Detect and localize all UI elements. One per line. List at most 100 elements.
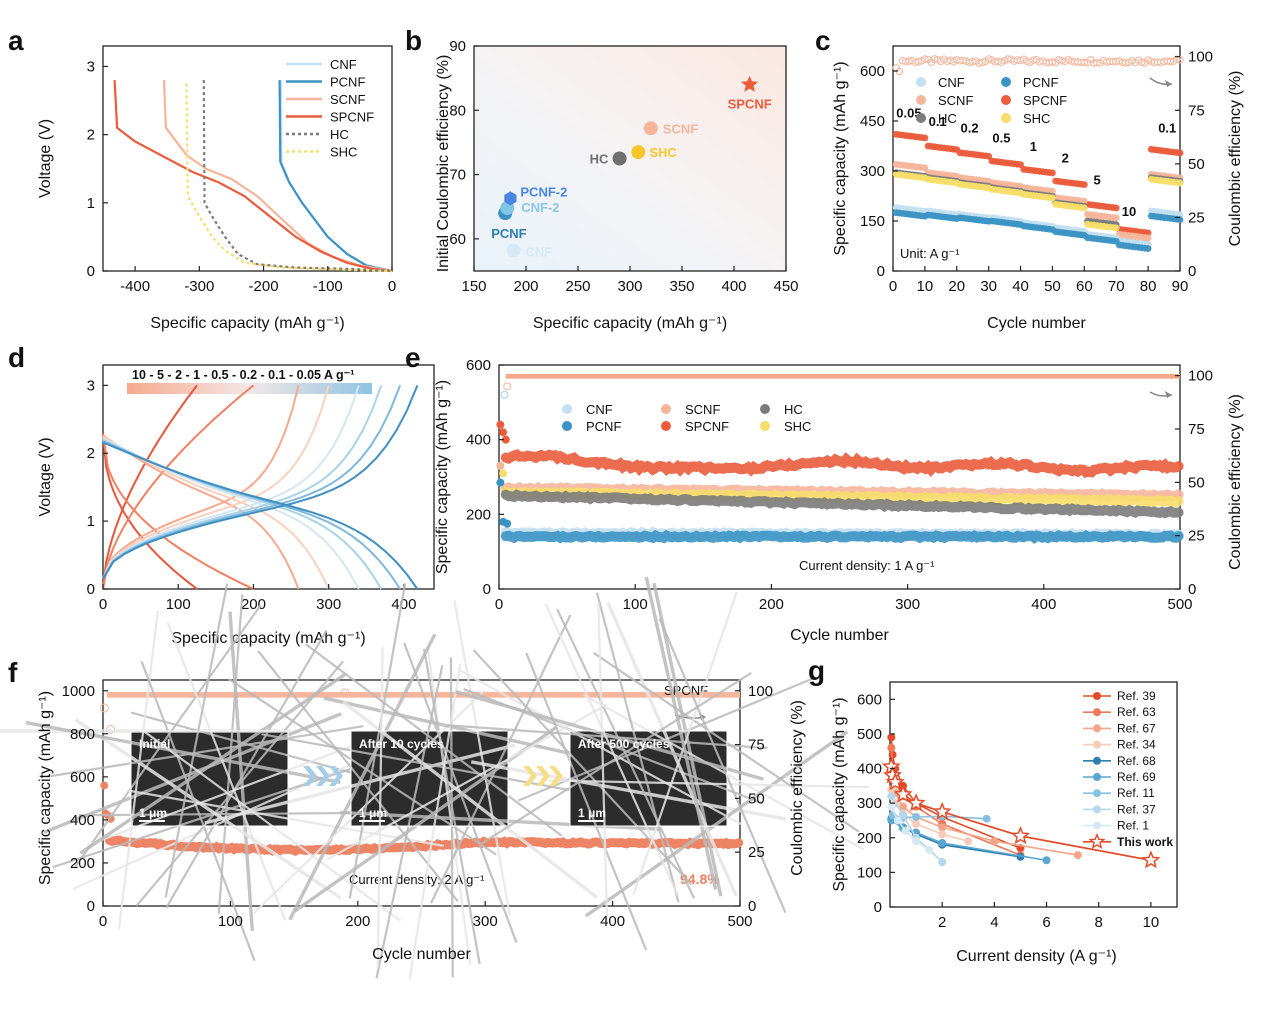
charge-curve: [102, 385, 300, 580]
data-label-SPCNF: SPCNF: [728, 97, 772, 112]
ce-band: [505, 373, 1180, 379]
y-tick-label: 1: [87, 195, 95, 212]
y-tick-label: 0: [87, 898, 95, 915]
y-tick-label: 3: [87, 58, 95, 75]
legend-label: HC: [938, 111, 957, 126]
panel-a: -400 -300 -200 -100 0 0 1 2 3 Specific capacity (…: [37, 45, 396, 332]
x-tick-label: 400: [600, 913, 625, 930]
rate-label: 0.5: [992, 131, 1010, 146]
legend-swatch-PCNF: [1001, 77, 1011, 87]
x-tick-label: 450: [773, 278, 798, 295]
scale-bar-label: 1 μm: [139, 806, 167, 820]
y2-tick-label: 0: [1188, 581, 1196, 598]
ce-point: [503, 382, 512, 391]
ce-point: [959, 56, 967, 65]
ce-point: [921, 55, 929, 63]
legend-swatch-SPCNF: [1001, 95, 1011, 105]
y-tick-label: 200: [857, 830, 882, 847]
y-axis-label: Specific capacity (mAh g⁻¹): [434, 380, 451, 574]
data-point-SPCNF: [496, 420, 505, 429]
y2-tick-label: 75: [1188, 102, 1205, 119]
ce-point: [1048, 58, 1057, 66]
rate-label: 0.1: [929, 114, 947, 129]
data-point: [912, 819, 921, 828]
y-axis-label: Voltage (V): [37, 119, 54, 198]
y2-tick-label: 75: [1188, 421, 1205, 438]
legend-label: CNF: [938, 75, 965, 90]
y-axis-label: Specific capacity (mAh g⁻¹): [831, 697, 848, 891]
data-label-PCNF-2: PCNF-2: [520, 184, 567, 199]
fiber: [86, 731, 388, 847]
fiber: [140, 660, 256, 962]
ce-point: [978, 58, 986, 67]
y-tick-label: 200: [70, 855, 95, 872]
data-point-SCNF: [1112, 214, 1120, 222]
fiber: [453, 599, 511, 916]
fiber: [644, 576, 718, 890]
series-line-HC: [202, 80, 393, 273]
y2-tick-label: 50: [1188, 156, 1205, 173]
x-tick-label: 100: [623, 596, 648, 613]
y-tick-label: 0: [87, 581, 95, 598]
x-tick-label: -100: [313, 278, 343, 295]
x-axis-label: Specific capacity (mAh g⁻¹): [533, 315, 727, 332]
x-axis-label: Cycle number: [790, 627, 889, 644]
y2-tick-label: 0: [748, 898, 756, 915]
x-tick-label: 500: [727, 913, 752, 930]
legend-label: Ref. 1: [1117, 819, 1149, 833]
panel-e: CNF SCNF HC PCNF SPCNF SHC Current density: 1 …: [434, 357, 1244, 644]
legend-swatch-HC: [916, 113, 926, 123]
legend-swatch-HC: [760, 404, 770, 414]
fiber: [632, 591, 738, 896]
data-point: [887, 802, 896, 811]
data-point-SHC: [1112, 224, 1120, 232]
fiber: [430, 614, 572, 904]
rate-label: 10: [1122, 204, 1136, 219]
y2-tick-label: 25: [1188, 209, 1205, 226]
y2-axis-label: Coulombic efficiency (%): [1227, 71, 1244, 247]
y-tick-label: 90: [449, 38, 466, 55]
ce-point: [1093, 59, 1101, 67]
y-tick-label: 1: [87, 513, 95, 530]
series-line-PCNF: [278, 80, 393, 273]
x-tick-label: 200: [241, 596, 266, 613]
x-tick-label: 8: [1095, 914, 1103, 931]
y2-tick-label: 25: [748, 844, 765, 861]
legend-label: CNF: [586, 402, 613, 417]
chevron-icon: [523, 766, 537, 786]
fiber: [408, 663, 462, 980]
unit-note: Unit: A g⁻¹: [900, 246, 960, 261]
y2-tick-label: 75: [748, 737, 765, 754]
data-point-SHC: [631, 145, 646, 160]
fiber: [253, 690, 485, 914]
data-point: [887, 733, 896, 742]
x-tick-label: 250: [565, 278, 590, 295]
x-tick-label: 500: [1167, 596, 1192, 613]
data-point: [893, 816, 902, 825]
x-tick-label: 10: [917, 278, 934, 295]
panel-d: 10 - 5 - 2 - 1 - 0.5 - 0.2 - 0.1 - 0.05 …: [37, 364, 435, 647]
y-tick-label: 2: [87, 445, 95, 462]
rate-label: 2: [1062, 151, 1069, 166]
y-tick-label: 70: [449, 167, 466, 184]
data-point-SPCNF: [1049, 169, 1056, 177]
fiber: [164, 583, 229, 898]
x-tick-label: 100: [166, 596, 191, 613]
panel-g: Ref. 39 Ref. 63 Ref. 67 Ref. 34 Ref. 68 Ref. …: [831, 681, 1178, 965]
y-tick-label: 3: [87, 377, 95, 394]
ce-point: [340, 688, 350, 698]
series-band-PCNF: [500, 529, 1184, 544]
fiber: [305, 643, 563, 837]
fiber: [43, 712, 342, 834]
charge-curve: [102, 385, 360, 580]
y2-tick-label: 100: [748, 683, 773, 700]
y-tick-label: 100: [857, 864, 882, 881]
panel-label-b: b: [405, 25, 422, 56]
discharge-curve: [102, 432, 198, 590]
chevron-icon: [536, 766, 550, 786]
x-tick-label: 70: [1108, 278, 1125, 295]
legend-swatch-CNF: [562, 404, 572, 414]
y-tick-label: 400: [70, 812, 95, 829]
y-axis-label: Specific capacity (mAh g⁻¹): [37, 691, 54, 885]
